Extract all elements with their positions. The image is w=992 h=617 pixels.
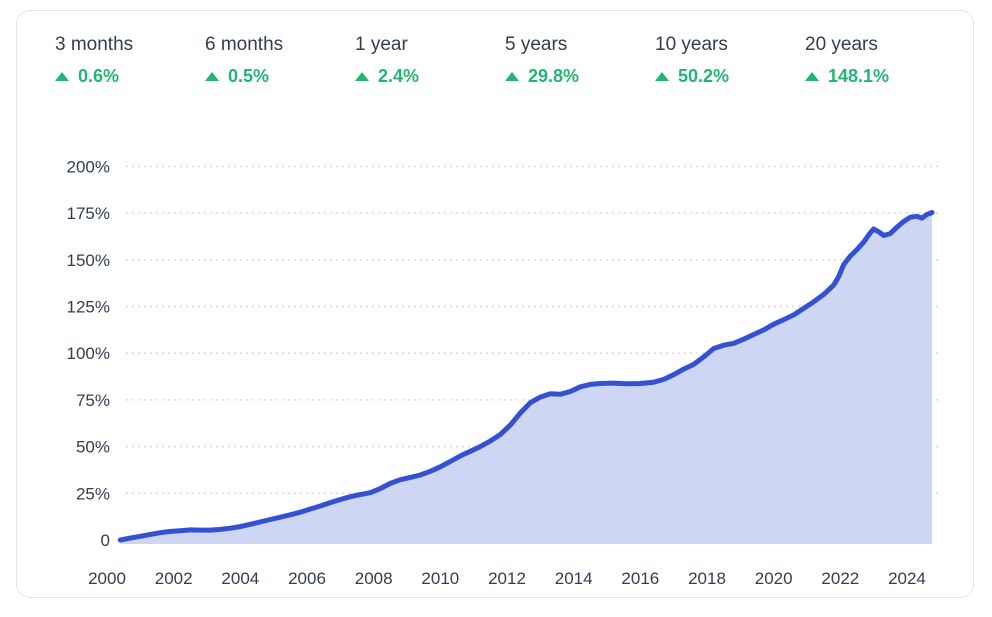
performance-stats-row: 3 months 0.6% 6 months 0.5% 1 year 2.4% …: [55, 34, 955, 87]
stat-period-label: 6 months: [205, 34, 284, 55]
y-axis-label: 200%: [67, 157, 110, 176]
x-axis-label: 2012: [488, 569, 526, 588]
y-axis-label: 25%: [76, 484, 110, 503]
stat-20-years: 20 years 148.1%: [805, 34, 898, 87]
stat-change: 0.5%: [205, 66, 298, 87]
stat-change: 50.2%: [655, 66, 748, 87]
y-axis-label: 75%: [76, 391, 110, 410]
x-axis-label: 2020: [755, 569, 793, 588]
up-arrow-icon: [505, 71, 519, 81]
up-arrow-icon: [55, 71, 69, 81]
stat-period-label: 20 years: [805, 34, 878, 55]
x-axis-label: 2024: [888, 569, 926, 588]
up-arrow-icon: [205, 71, 219, 81]
up-arrow-icon: [805, 71, 819, 81]
stat-5-years: 5 years 29.8%: [505, 34, 598, 87]
stat-change: 148.1%: [805, 66, 898, 87]
y-axis-label: 100%: [67, 344, 110, 363]
stat-change: 0.6%: [55, 66, 148, 87]
stat-6-months: 6 months 0.5%: [205, 34, 298, 87]
up-arrow-icon: [355, 71, 369, 81]
y-axis-label: 125%: [67, 298, 110, 317]
stat-change-value: 2.4%: [378, 65, 420, 86]
stat-change-value: 0.5%: [228, 65, 270, 86]
y-axis-label: 0: [101, 531, 110, 550]
stat-period-label: 3 months: [55, 34, 134, 55]
y-axis-label: 175%: [67, 204, 110, 223]
stat-3-months: 3 months 0.6%: [55, 34, 148, 87]
x-axis-label: 2010: [421, 569, 459, 588]
area-fill: [120, 212, 933, 544]
stat-change-value: 148.1%: [828, 65, 890, 86]
x-axis-label: 2002: [155, 569, 193, 588]
y-axis-label: 150%: [67, 251, 110, 270]
stat-10-years: 10 years 50.2%: [655, 34, 748, 87]
stat-period-label: 5 years: [505, 34, 568, 55]
stat-change-value: 50.2%: [678, 65, 730, 86]
stat-period-label: 10 years: [655, 34, 728, 55]
trend-line: [117, 210, 935, 543]
stat-period-label: 1 year: [355, 34, 408, 55]
x-axis-label: 2018: [688, 569, 726, 588]
x-axis-label: 2000: [88, 569, 126, 588]
x-axis-label: 2022: [821, 569, 859, 588]
x-axis-label: 2014: [555, 569, 593, 588]
stat-change: 2.4%: [355, 66, 448, 87]
x-axis-label: 2004: [221, 569, 259, 588]
stat-change: 29.8%: [505, 66, 598, 87]
stat-change-value: 29.8%: [528, 65, 580, 86]
stat-1-year: 1 year 2.4%: [355, 34, 448, 87]
stat-change-value: 0.6%: [78, 65, 120, 86]
x-axis-label: 2016: [621, 569, 659, 588]
x-axis-label: 2008: [355, 569, 393, 588]
x-axis-label: 2006: [288, 569, 326, 588]
y-axis-label: 50%: [76, 438, 110, 457]
up-arrow-icon: [655, 71, 669, 81]
